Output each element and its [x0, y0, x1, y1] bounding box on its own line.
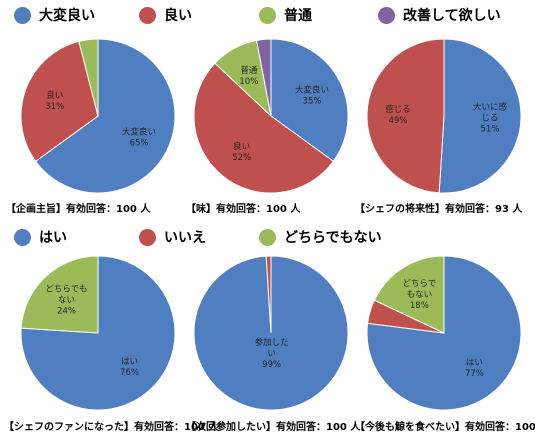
pie-svg: はい 77% どちらでもない 18%: [366, 255, 522, 411]
pie-slice: [270, 38, 349, 162]
slice-label: 感じる 49%: [385, 104, 411, 126]
legend-swatch: [378, 6, 395, 24]
slice-label: 普通 10%: [239, 65, 258, 87]
legend-label: いいえ: [164, 230, 206, 246]
legend-item-very-good: 大変良い: [14, 2, 95, 28]
pie-chart-taste: 大変良い 35% 良い 52% 普通 10%: [191, 36, 351, 196]
pie-slice: [265, 255, 272, 334]
legend-item-neither: どちらでもない: [259, 224, 382, 250]
legend-item-yes: はい: [14, 224, 67, 250]
legend-item-good: 良い: [139, 2, 192, 28]
legend-item-needs-improvement: 改善して欲しい: [378, 2, 501, 28]
pie-chart-chef-future: 大いに感じる 51% 感じる 49%: [364, 36, 524, 196]
pie-slice: [438, 38, 522, 194]
pie-chart-chef-fan: はい 76% どちらでもない 24%: [18, 253, 178, 413]
slice-label: どちらでもない 18%: [402, 279, 436, 311]
legend-label: どちらでもない: [284, 230, 382, 246]
slice-label: 良い 31%: [45, 90, 64, 112]
legend-swatch: [139, 228, 156, 246]
pie-slice: [193, 62, 334, 194]
pie-slice: [373, 255, 445, 334]
slice-label: 参加したい 99%: [255, 337, 289, 370]
pie-svg: 大変良い 35% 良い 52% 普通 10%: [193, 38, 349, 194]
legend-label: はい: [39, 230, 67, 246]
legend-swatch: [259, 6, 276, 24]
legend-label: 改善して欲しい: [403, 8, 501, 24]
pie-slice: [20, 255, 99, 334]
pie-svg: はい 76% どちらでもない 24%: [20, 255, 176, 411]
caption-chef-future: 【シェフの将来性】有効回答：93 人: [355, 204, 523, 215]
caption-taste: 【味】有効回答：100 人: [186, 204, 301, 215]
legend-item-no: いいえ: [139, 224, 206, 250]
slice-label: 大変良い 65%: [122, 126, 156, 148]
pie-slice: [35, 38, 176, 194]
caption-concept: 【企画主旨】有効回答：100 人: [6, 204, 151, 215]
pie-slice: [78, 38, 99, 117]
legend-bottom: はい いいえ どちらでもない: [0, 224, 535, 250]
legend-swatch: [14, 6, 31, 24]
pie-slice: [255, 38, 272, 117]
legend-label: 大変良い: [39, 8, 95, 24]
caption-chef-fan: 【シェフのファンになった】有効回答：100 人: [4, 422, 219, 433]
legend-swatch: [139, 6, 156, 24]
legend-top: 大変良い 良い 普通 改善して欲しい: [0, 2, 535, 28]
pie-slice: [366, 38, 445, 194]
pie-slice: [20, 40, 99, 162]
legend-label: 普通: [284, 8, 312, 24]
legend-swatch: [14, 228, 31, 246]
slice-label: どちらでもない 24%: [45, 284, 87, 316]
caption-whale-future: 【今後も鯨を食べたい】有効回答：100 人: [355, 422, 535, 433]
pie-chart-next-participation: 参加したい 99%: [191, 253, 351, 413]
legend-label: 良い: [164, 8, 192, 24]
slice-label: 大変良い 35%: [295, 85, 329, 107]
slice-label: はい 77%: [465, 358, 484, 379]
slice-label: はい 76%: [120, 357, 139, 378]
pie-svg: 大いに感じる 51% 感じる 49%: [366, 38, 522, 194]
slice-label: 大いに感じる 51%: [473, 101, 508, 134]
pie-slice: [366, 255, 522, 411]
pie-chart-whale-future: はい 77% どちらでもない 18%: [364, 253, 524, 413]
legend-swatch: [259, 228, 276, 246]
pie-svg: 大変良い 65% 良い 31%: [20, 38, 176, 194]
caption-next-participation: 【次回参加したい】有効回答：100 人: [186, 422, 361, 433]
slice-label: 良い 52%: [232, 141, 251, 163]
pie-chart-concept: 大変良い 65% 良い 31%: [18, 36, 178, 196]
pie-svg: 参加したい 99%: [193, 255, 349, 411]
legend-item-average: 普通: [259, 2, 312, 28]
